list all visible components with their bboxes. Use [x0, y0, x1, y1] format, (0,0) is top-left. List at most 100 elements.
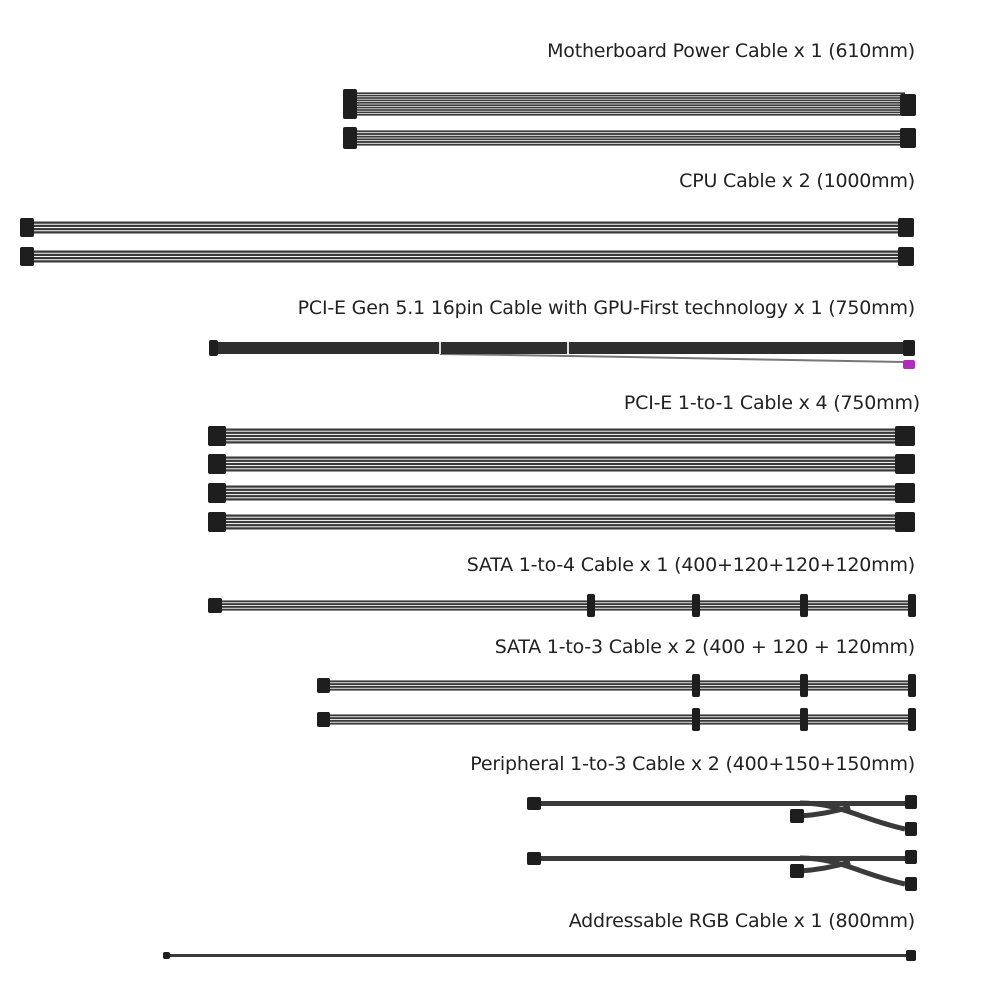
- sata-1to4-cable: [222, 600, 912, 611]
- label-cpu-cable: CPU Cable x 2 (1000mm): [679, 170, 915, 192]
- motherboard-cable-main-wire: [355, 99, 905, 102]
- cpu-cable-1-wire: [32, 221, 902, 224]
- sata-1to3-cable-2-wire: [330, 717, 912, 720]
- sata-connector: [800, 594, 808, 617]
- pcie-1to1-cable-2-wire: [225, 456, 897, 459]
- cpu-cable-1-wire: [32, 227, 902, 231]
- sata-connector: [800, 674, 808, 697]
- cpu-connector-right: [898, 247, 914, 266]
- label-sata-1to3-cable: SATA 1-to-3 Cable x 2 (400 + 120 + 120mm…: [494, 636, 915, 658]
- motherboard-connector-right: [900, 94, 916, 116]
- motherboard-cable-main-wire: [355, 92, 905, 95]
- pcie-16pin-connector-left: [209, 340, 218, 356]
- sata-1to4-connector-psu: [208, 598, 222, 613]
- argb-connector-left: [163, 952, 170, 959]
- cpu-connector-right: [898, 218, 914, 237]
- cpu-cable-2-wire: [32, 250, 902, 253]
- pcie-1to1-connector-left: [208, 512, 226, 532]
- sata-connector: [692, 674, 700, 697]
- sata-1to3-cable-1: [330, 680, 912, 691]
- motherboard-cable-main-wire: [355, 101, 905, 104]
- label-peripheral-cable: Peripheral 1-to-3 Cable x 2 (400+150+150…: [470, 753, 915, 775]
- motherboard-cable-main-wire: [355, 94, 905, 97]
- label-pcie-16pin-cable: PCI-E Gen 5.1 16pin Cable with GPU-First…: [297, 297, 916, 319]
- pcie-1to1-cable-1-wire: [225, 441, 897, 444]
- pcie-16pin-connector-right: [903, 340, 915, 356]
- pcie-1to1-connector-left: [208, 426, 226, 446]
- pcie-1to1-connector-left: [208, 483, 226, 503]
- sata-connector: [692, 594, 700, 617]
- sata-1to3-connector-psu: [317, 678, 330, 693]
- cpu-cable-1-wire: [32, 224, 902, 228]
- motherboard-cable-main-wire: [355, 104, 905, 107]
- argb-cable: [168, 954, 908, 957]
- molex-connector: [790, 809, 804, 823]
- label-sata-1to4-cable: SATA 1-to-4 Cable x 1 (400+120+120+120mm…: [466, 554, 916, 576]
- cpu-cable-2-wire: [32, 260, 902, 263]
- pcie-1to1-cable-4-wire: [225, 524, 897, 527]
- motherboard-cable-aux-wire: [355, 130, 905, 133]
- peripheral-branch: [799, 800, 906, 832]
- sata-1to3-cable-2: [330, 714, 912, 725]
- label-motherboard-cable: Motherboard Power Cable x 1 (610mm): [547, 40, 915, 62]
- cpu-connector-left: [20, 218, 34, 237]
- sata-1to4-cable-wire: [222, 605, 912, 608]
- pcie-1to1-cable-1-wire: [225, 438, 897, 441]
- peripheral-connector-psu: [527, 852, 541, 865]
- sata-connector: [587, 594, 595, 617]
- motherboard-cable-main-wire: [355, 109, 905, 111]
- motherboard-cable-main-wire: [355, 97, 905, 99]
- cpu-cable-2: [32, 250, 902, 263]
- pcie-1to1-cable-4-wire: [225, 520, 897, 524]
- motherboard-cable-main-wire: [355, 113, 905, 116]
- label-pcie-1to1-cable: PCI-E 1-to-1 Cable x 4 (750mm): [623, 392, 920, 414]
- sata-connector: [908, 708, 916, 731]
- motherboard-cable-aux-wire: [355, 135, 905, 138]
- sata-1to3-cable-2-wire: [330, 719, 912, 722]
- molex-connector: [905, 822, 917, 836]
- motherboard-cable-aux: [355, 130, 905, 146]
- label-argb-cable: Addressable RGB Cable x 1 (800mm): [568, 910, 915, 932]
- pcie-16pin-cable: [215, 342, 905, 354]
- pcie-1to1-cable-3-wire: [225, 495, 897, 498]
- cpu-cable-1-wire: [32, 231, 902, 234]
- peripheral-branch: [799, 855, 906, 887]
- pcie-1to1-cable-2-wire: [225, 469, 897, 472]
- motherboard-connector-left-aux: [343, 127, 357, 149]
- pcie-1to1-cable-2-wire: [225, 466, 897, 469]
- sata-connector: [908, 674, 916, 697]
- pcie-1to1-cable-1-wire: [225, 428, 897, 431]
- sata-1to3-cable-1-wire: [330, 688, 912, 691]
- sata-1to3-cable-2-wire: [330, 722, 912, 725]
- sata-connector: [908, 594, 916, 617]
- pcie-1to1-connector-right: [895, 512, 915, 532]
- cpu-cable-1: [32, 221, 902, 234]
- sata-1to3-cable-1-wire: [330, 683, 912, 686]
- peripheral-branch: [799, 804, 851, 819]
- sata-1to3-cable-1-wire: [330, 685, 912, 688]
- pcie-1to1-cable-1-wire: [225, 431, 897, 434]
- pcie-1to1-connector-left: [208, 454, 226, 474]
- cpu-connector-left: [20, 247, 34, 266]
- motherboard-cable-main-wire: [355, 106, 905, 109]
- molex-connector: [790, 864, 804, 878]
- pcie-1to1-cable-4-wire: [225, 517, 897, 520]
- peripheral-cable-1: [540, 801, 910, 806]
- cpu-cable-2-wire: [32, 256, 902, 260]
- motherboard-connector-left: [343, 89, 357, 119]
- argb-connector-right: [906, 950, 916, 961]
- sata-1to4-cable-wire: [222, 608, 912, 611]
- pcie-1to1-connector-right: [895, 454, 915, 474]
- sata-1to3-cable-2-wire: [330, 714, 912, 717]
- motherboard-cable-aux-wire: [355, 141, 905, 143]
- peripheral-branch: [799, 859, 851, 874]
- motherboard-connector-right-aux: [900, 128, 916, 148]
- pcie-1to1-cable-3-wire: [225, 488, 897, 491]
- motherboard-cable-aux-wire: [355, 143, 905, 146]
- pcie-1to1-connector-right: [895, 426, 915, 446]
- molex-connector: [905, 850, 917, 864]
- pcie-1to1-cable-3-wire: [225, 485, 897, 488]
- pcie-1to1-cable-1-wire: [225, 434, 897, 438]
- pcie-sense-wire: [439, 353, 906, 363]
